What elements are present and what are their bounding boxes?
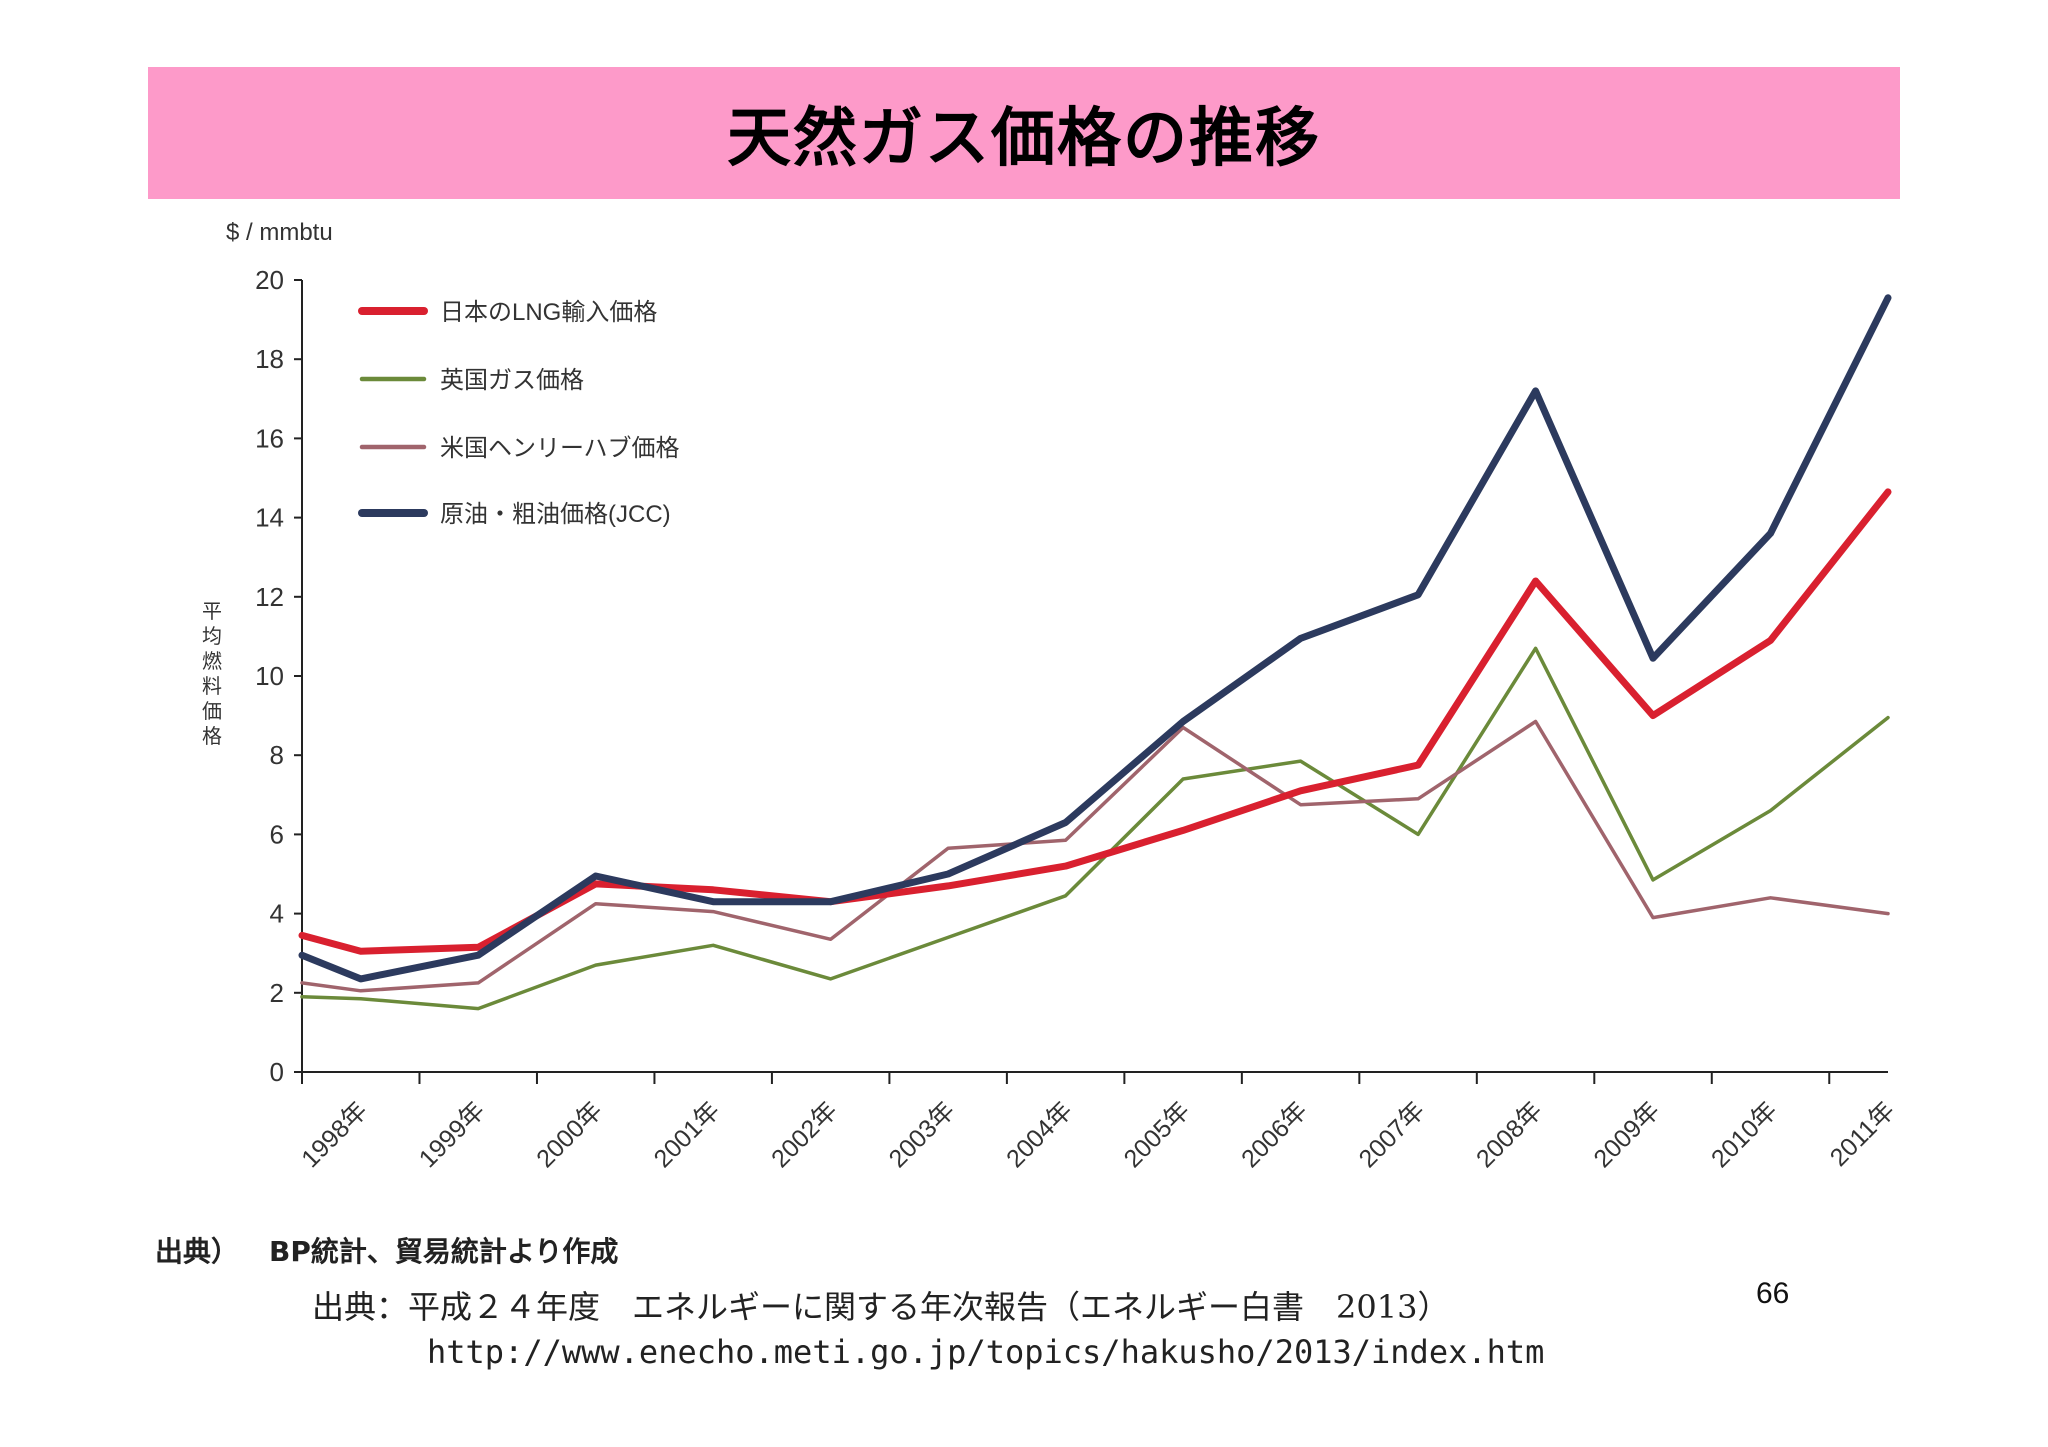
x-tick-label: 2007年: [1354, 1096, 1431, 1173]
x-tick-label: 2002年: [766, 1096, 843, 1173]
chart-source-label: 出典）: [155, 1235, 240, 1268]
unit-label: $ / mmbtu: [226, 219, 333, 246]
series-line-2: [300, 646, 1890, 1011]
page-title: 天然ガス価格の推移: [727, 102, 1321, 176]
y-axis-label-char: 平: [202, 601, 222, 623]
y-axis-label-char: 格: [202, 725, 222, 748]
y-axis-label-char: 燃: [202, 650, 222, 673]
x-tick-label: 1998年: [296, 1096, 373, 1173]
reference-url[interactable]: http://www.enecho.meti.go.jp/topics/haku…: [427, 1333, 1545, 1371]
page-number: 66: [1756, 1277, 1790, 1310]
y-tick-label: 4: [270, 899, 284, 929]
x-tick-label: 2006年: [1236, 1096, 1313, 1173]
x-tick-label: 1999年: [414, 1096, 491, 1173]
x-tick-label: 2010年: [1706, 1096, 1783, 1173]
chart-source-text: BP統計、貿易統計より作成: [269, 1235, 619, 1268]
x-tick-label: 2009年: [1588, 1096, 1665, 1173]
chart-source: 出典） BP統計、貿易統計より作成: [155, 1230, 618, 1270]
y-tick-label: 6: [270, 819, 284, 849]
series-line-3: [300, 719, 1890, 993]
reference-citation: 出典：平成２４年度 エネルギーに関する年次報告（エネルギー白書 2013）: [312, 1288, 1450, 1326]
y-tick-label: 12: [255, 582, 284, 612]
x-tick-label: 2008年: [1471, 1096, 1548, 1173]
legend-label: 米国ヘンリーハブ価格: [440, 435, 680, 462]
y-tick-label: 18: [255, 344, 284, 374]
x-tick-label: 2000年: [531, 1096, 608, 1173]
y-axis-label-char: 料: [202, 675, 222, 698]
x-tick-label: 2003年: [884, 1096, 961, 1173]
y-tick-label: 20: [255, 265, 284, 295]
y-axis-label-char: 価: [202, 700, 222, 723]
y-tick-label: 10: [255, 661, 284, 691]
x-tick-label: 2004年: [1001, 1096, 1078, 1173]
x-tick-label: 2011年: [1825, 1096, 1900, 1171]
legend-label: 日本のLNG輸入価格: [440, 299, 657, 326]
x-tick-label: 2005年: [1119, 1096, 1196, 1173]
y-tick-label: 0: [270, 1057, 284, 1087]
y-tick-label: 2: [270, 978, 284, 1008]
y-axis-label-char: 均: [202, 625, 222, 648]
y-tick-label: 8: [270, 740, 284, 770]
legend-label: 英国ガス価格: [440, 367, 584, 394]
y-tick-label: 14: [255, 503, 284, 533]
series-line-1: [298, 488, 1892, 955]
title-bar: 天然ガス価格の推移: [148, 67, 1900, 199]
y-tick-label: 16: [255, 423, 284, 453]
legend-label: 原油・粗油価格(JCC): [440, 501, 671, 528]
x-tick-label: 2001年: [649, 1096, 726, 1173]
series-line-4: [298, 294, 1892, 983]
